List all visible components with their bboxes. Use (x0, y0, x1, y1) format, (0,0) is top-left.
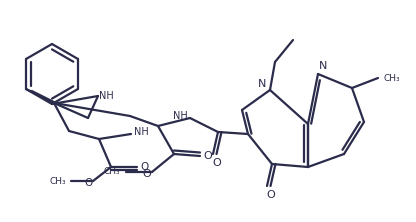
Text: CH₃: CH₃ (104, 168, 120, 176)
Text: N: N (258, 79, 266, 89)
Text: O: O (213, 158, 221, 168)
Text: CH₃: CH₃ (50, 176, 66, 186)
Text: O: O (267, 190, 275, 200)
Text: NH: NH (99, 91, 114, 101)
Text: CH₃: CH₃ (384, 73, 400, 83)
Text: NH: NH (173, 111, 187, 121)
Text: O: O (84, 178, 92, 188)
Text: O: O (203, 151, 213, 161)
Text: NH: NH (134, 127, 149, 137)
Text: O: O (140, 162, 148, 172)
Text: O: O (143, 169, 151, 179)
Text: N: N (319, 61, 327, 71)
